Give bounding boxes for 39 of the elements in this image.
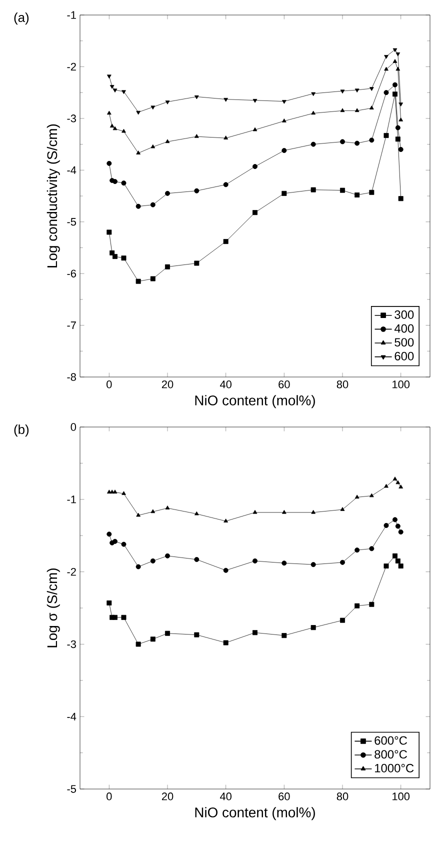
y-tick-label: 0 — [70, 423, 76, 431]
legend-label: 500 — [394, 338, 414, 347]
x-axis-title: NiO content (mol%) — [195, 807, 315, 820]
y-tick-label: -8 — [67, 373, 76, 381]
x-tick-label: 0 — [106, 792, 112, 800]
y-tick-label: -4 — [67, 166, 76, 174]
y-tick-label: -4 — [67, 712, 76, 720]
x-tick-label: 100 — [392, 792, 410, 800]
y-axis-title: Log σ (S/cm) — [46, 568, 60, 648]
legend-label: 300 — [394, 310, 414, 319]
legend-label: 600°C — [374, 736, 408, 745]
x-tick-label: 40 — [220, 792, 232, 800]
x-tick-label: 40 — [220, 380, 232, 388]
x-tick-label: 0 — [106, 380, 112, 388]
y-tick-label: -1 — [67, 496, 76, 504]
y-tick-label: -6 — [67, 270, 76, 278]
chart-title: (b) — [14, 424, 29, 437]
legend-label: 400 — [394, 324, 414, 333]
y-tick-label: -3 — [67, 640, 76, 648]
y-axis-title: Log conductivity (S/cm) — [46, 124, 60, 268]
x-tick-label: 100 — [392, 380, 410, 388]
legend-label: 800°C — [374, 750, 408, 759]
y-tick-label: -5 — [67, 218, 76, 226]
y-tick-label: -2 — [67, 568, 76, 576]
x-tick-label: 60 — [278, 792, 290, 800]
x-tick-label: 80 — [336, 380, 348, 388]
x-tick-label: 80 — [336, 792, 348, 800]
x-tick-label: 60 — [278, 380, 290, 388]
y-tick-label: -5 — [67, 785, 76, 793]
y-tick-label: -7 — [67, 322, 76, 330]
y-tick-label: -1 — [67, 11, 76, 19]
x-tick-label: 20 — [162, 792, 174, 800]
y-tick-label: -3 — [67, 114, 76, 122]
legend-label: 600 — [394, 352, 414, 360]
legend-label: 1000°C — [375, 764, 414, 772]
chart-title: (a) — [14, 12, 29, 25]
y-tick-label: -2 — [67, 62, 76, 71]
x-axis-title: NiO content (mol%) — [195, 395, 315, 408]
x-tick-label: 20 — [162, 380, 174, 388]
